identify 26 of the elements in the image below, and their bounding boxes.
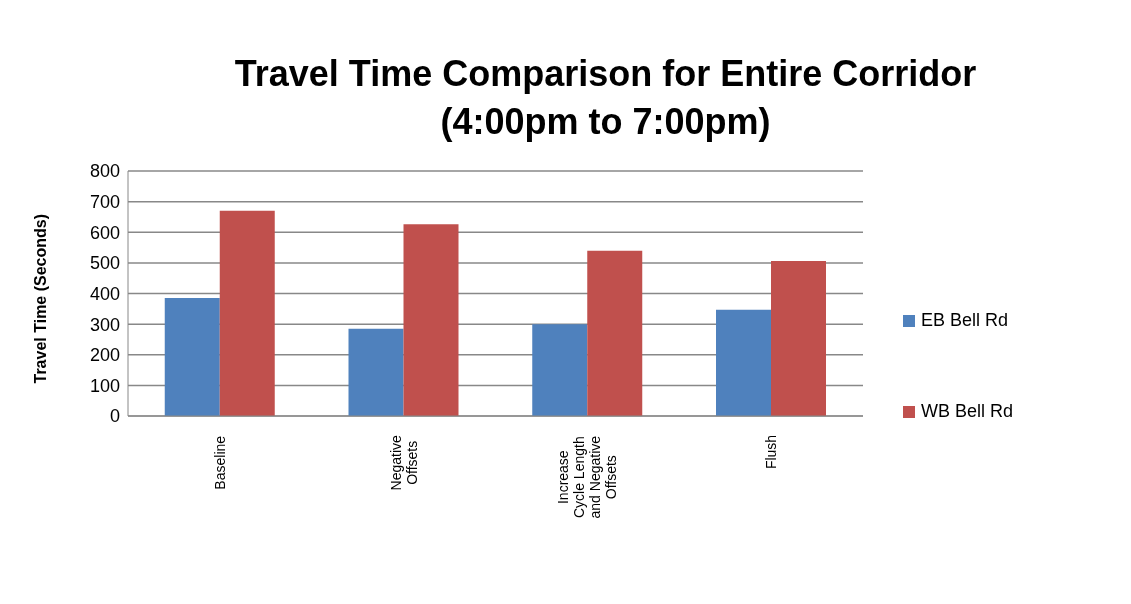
y-tick-label: 400: [89, 283, 120, 304]
x-tick-label: Increase Cycle Length and Negative Offsets: [555, 435, 620, 519]
bar: [532, 324, 588, 416]
bar: [219, 210, 275, 416]
y-tick-label: 800: [89, 161, 120, 182]
bar: [348, 328, 404, 416]
x-tick-label: Flush: [763, 434, 780, 470]
y-tick-label: 500: [89, 253, 120, 274]
legend-label: WB Bell Rd: [921, 401, 1014, 422]
chart-title: Travel Time Comparison for Entire Corridor: [233, 52, 978, 96]
bar: [716, 309, 771, 416]
y-tick-label: 0: [109, 406, 120, 427]
y-tick-label: 600: [89, 222, 120, 243]
y-tick-label: 100: [89, 375, 120, 396]
chart-subtitle: (4:00pm to 7:00pm): [439, 100, 772, 144]
x-tick-label: Negative Offsets: [387, 434, 420, 491]
bar: [164, 298, 220, 416]
x-tick-label: Baseline: [211, 435, 228, 490]
y-tick-label: 700: [89, 192, 120, 213]
legend-label: EB Bell Rd: [921, 310, 1009, 331]
y-tick-label: 300: [89, 314, 120, 335]
bar: [403, 224, 459, 416]
y-tick-label: 200: [89, 345, 120, 366]
bar: [771, 261, 826, 416]
bar: [587, 250, 643, 416]
y-axis-title: Travel Time (Seconds): [31, 213, 49, 384]
